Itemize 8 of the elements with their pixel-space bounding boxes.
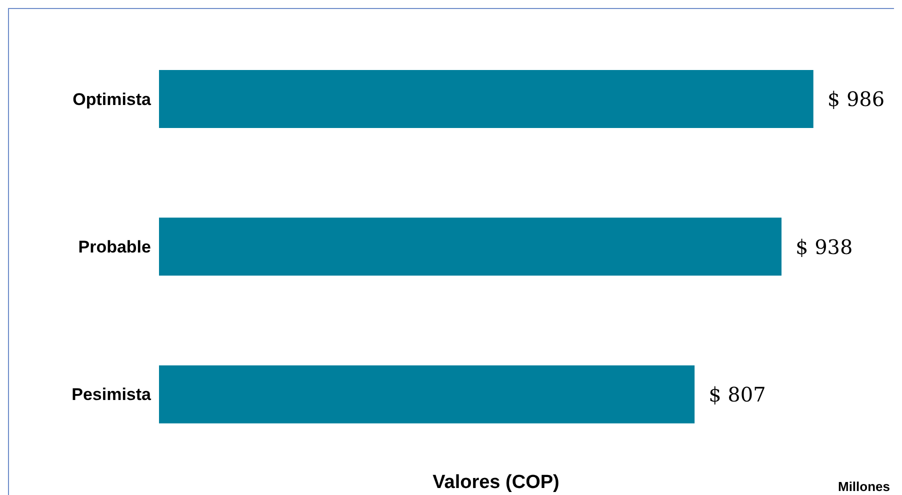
y-tick-label: Optimista <box>72 90 152 109</box>
y-tick-label: Pesimista <box>72 385 152 404</box>
x-axis-title: Valores (COP) <box>432 472 560 494</box>
data-label: $ 938 <box>796 234 853 259</box>
text: Millones <box>838 479 890 494</box>
data-label: $ 986 <box>827 87 885 112</box>
data-label: $ 807 <box>708 382 766 406</box>
y-tick-label: Probable <box>78 238 151 257</box>
